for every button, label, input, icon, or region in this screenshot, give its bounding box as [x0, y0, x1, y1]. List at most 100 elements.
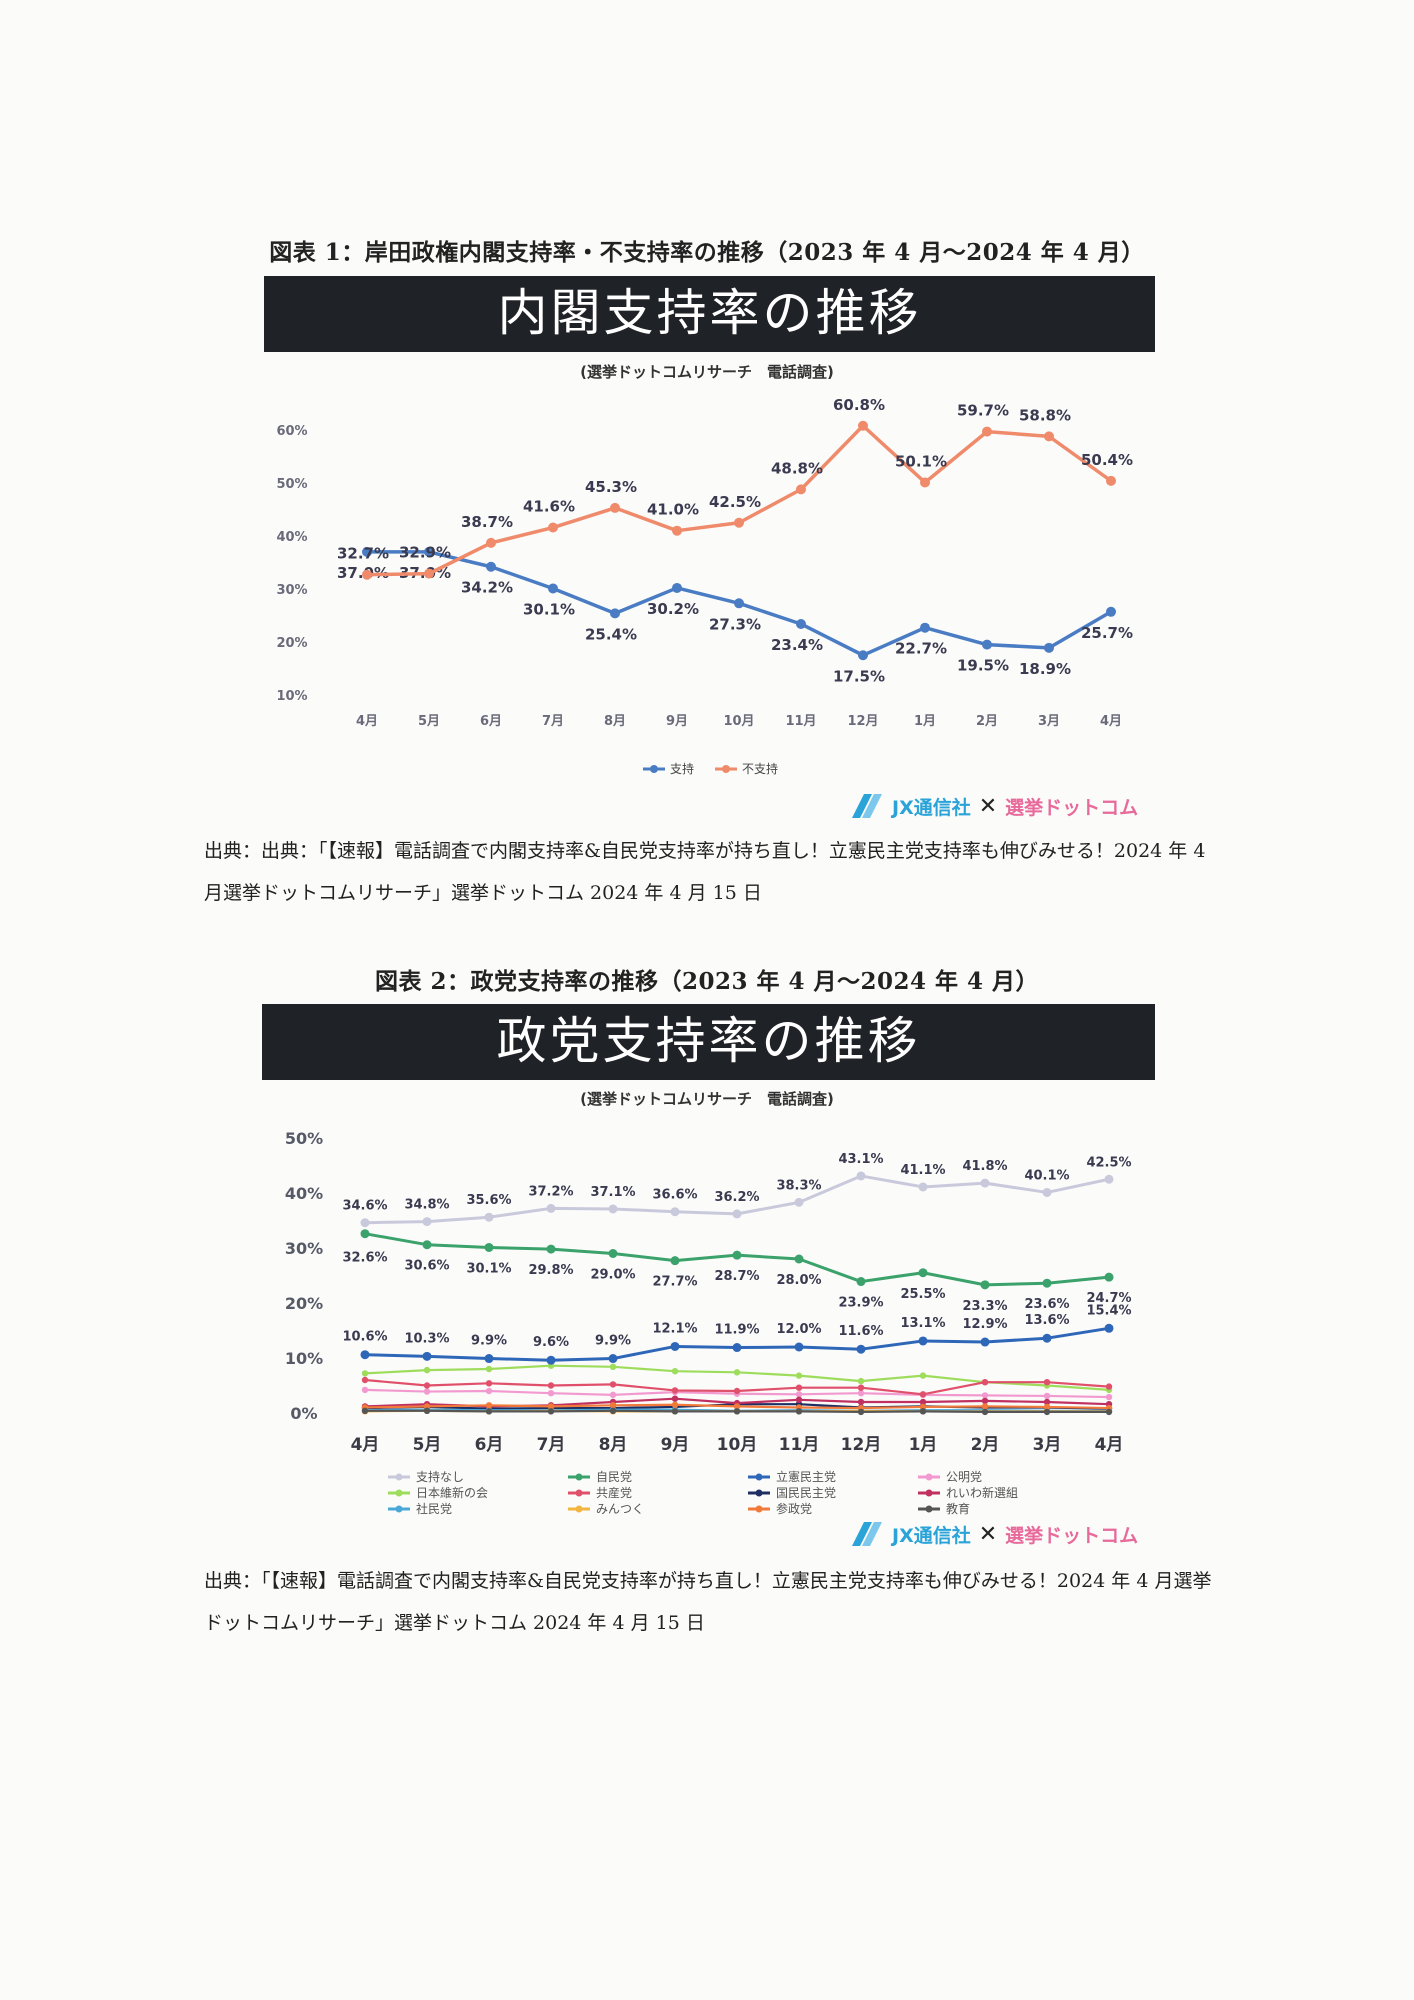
data-label: 29.0%: [590, 1268, 635, 1283]
data-point: [795, 1396, 803, 1403]
legend-marker: [575, 1473, 583, 1481]
x-tick-label: 5月: [418, 714, 440, 729]
data-point: [361, 1407, 369, 1414]
data-point: [360, 1229, 370, 1239]
legend-label: 支持: [670, 761, 694, 776]
data-point: [671, 1401, 679, 1408]
data-point: [981, 1397, 989, 1405]
data-label: 10.6%: [342, 1330, 387, 1345]
y-tick-label: 0%: [290, 1404, 317, 1423]
data-point: [1042, 1333, 1052, 1343]
figure2-logo: JX通信社 ✕ 選挙ドットコム: [850, 1520, 1138, 1548]
data-label: 41.0%: [647, 501, 699, 519]
data-point: [1043, 1392, 1051, 1400]
data-label: 30.6%: [404, 1259, 449, 1274]
data-point: [671, 1368, 679, 1375]
y-tick-label: 40%: [276, 530, 307, 545]
legend-label: 不支持: [742, 761, 778, 776]
data-point: [1043, 1379, 1051, 1386]
legend-marker: [395, 1473, 403, 1481]
data-point: [360, 1350, 370, 1360]
data-point: [1106, 475, 1116, 486]
data-label: 58.8%: [1019, 406, 1071, 424]
figure2-banner: 政党支持率の推移: [262, 1004, 1155, 1080]
data-label: 12.0%: [776, 1322, 821, 1337]
data-point: [1106, 606, 1116, 617]
data-point: [794, 1254, 804, 1264]
legend-label: れいわ新選組: [946, 1485, 1018, 1500]
data-point: [547, 1403, 555, 1410]
data-point: [1042, 1278, 1052, 1288]
legend-label: 支持なし: [416, 1469, 464, 1484]
legend-label: 社民党: [416, 1501, 452, 1516]
data-point: [1105, 1383, 1113, 1390]
legend-marker: [395, 1505, 403, 1513]
legend-label: 公明党: [946, 1469, 982, 1484]
x-tick-label: 7月: [542, 714, 564, 729]
data-label: 37.2%: [528, 1184, 573, 1199]
x-tick-label: 12月: [841, 1435, 882, 1455]
data-point: [423, 1407, 431, 1414]
legend-label: 国民民主党: [776, 1485, 836, 1500]
data-point: [794, 1197, 804, 1207]
data-point: [919, 1372, 927, 1379]
data-label: 42.5%: [1086, 1155, 1131, 1170]
data-point: [919, 1398, 927, 1406]
legend-label: 自民党: [596, 1469, 632, 1484]
data-point: [485, 1365, 493, 1373]
jx-logo-text: JX通信社: [892, 1524, 971, 1547]
legend-label: 教育: [946, 1501, 970, 1516]
legend-marker: [575, 1505, 583, 1513]
data-label: 37.1%: [590, 1185, 635, 1200]
data-point: [982, 639, 992, 650]
x-tick-label: 9月: [661, 1435, 690, 1455]
data-point: [795, 1372, 803, 1379]
data-label: 23.3%: [962, 1299, 1007, 1314]
data-label: 50.4%: [1081, 451, 1133, 469]
data-point: [670, 1207, 680, 1217]
data-label: 40.1%: [1024, 1168, 1069, 1183]
data-label: 22.7%: [895, 640, 947, 658]
x-tick-label: 8月: [599, 1435, 628, 1455]
data-point: [1042, 1187, 1052, 1197]
senkyo-logo-text: 選挙ドットコム: [1005, 1524, 1139, 1547]
y-tick-label: 10%: [285, 1349, 323, 1368]
data-point: [423, 1366, 431, 1374]
data-point: [795, 1384, 803, 1391]
data-label: 18.9%: [1019, 660, 1071, 678]
data-point: [610, 502, 620, 513]
data-label: 13.1%: [900, 1316, 945, 1331]
data-point: [733, 1387, 741, 1395]
data-point: [1044, 431, 1054, 442]
data-point: [919, 1403, 927, 1411]
data-label: 11.9%: [714, 1323, 759, 1338]
data-point: [1105, 1408, 1113, 1416]
x-tick-label: 4月: [356, 714, 378, 729]
data-label: 9.9%: [595, 1334, 631, 1349]
data-point: [1104, 1174, 1114, 1184]
data-label: 30.1%: [466, 1261, 511, 1276]
data-point: [858, 650, 868, 661]
data-point: [608, 1204, 618, 1214]
figure2-title: 図表 2：政党支持率の推移（2023 年 4 月～2024 年 4 月）: [374, 968, 1040, 995]
data-label: 10.3%: [404, 1331, 449, 1346]
data-label: 9.6%: [533, 1335, 569, 1350]
data-point: [361, 1370, 369, 1377]
figure2-source: 出典：「【速報】電話調査で内閣支持率&自民党支持率が持ち直し！立憲民主党支持率も…: [204, 1570, 1212, 1634]
data-label: 27.7%: [652, 1275, 697, 1290]
data-point: [732, 1343, 742, 1353]
data-point: [919, 1408, 927, 1415]
legend-label: 共産党: [596, 1485, 632, 1500]
x-tick-label: 10月: [717, 1435, 758, 1455]
data-point: [856, 1277, 866, 1287]
data-point: [919, 1391, 927, 1398]
x-tick-label: 4月: [1100, 714, 1122, 729]
data-point: [1104, 1272, 1114, 1282]
data-point: [422, 1240, 432, 1250]
legend-label: 参政党: [776, 1501, 812, 1516]
data-point: [360, 1218, 370, 1228]
data-point: [609, 1407, 617, 1414]
data-point: [981, 1408, 989, 1416]
data-point: [422, 1217, 432, 1227]
data-point: [423, 1388, 431, 1395]
